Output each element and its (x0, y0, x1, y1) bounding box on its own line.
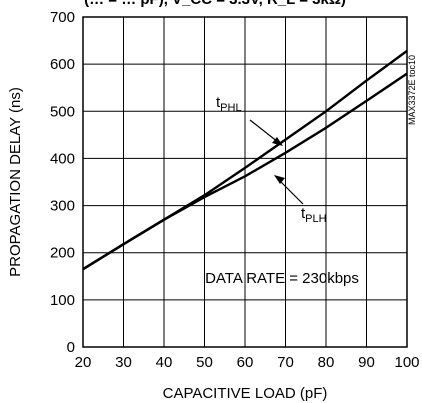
x-tick-50: 50 (196, 354, 213, 371)
x-tick-labels: 20 30 40 50 60 70 80 90 100 (75, 354, 420, 371)
svg-text:tPHL: tPHL (216, 94, 242, 114)
side-code-label: MAX3372E toc10 (407, 55, 417, 125)
plot-frame (82, 16, 408, 348)
x-tick-70: 70 (277, 354, 294, 371)
x-tick-30: 30 (115, 354, 132, 371)
y-tick-labels: 0 100 200 300 400 500 600 700 (50, 9, 75, 356)
x-tick-80: 80 (318, 354, 335, 371)
y-tick-300: 300 (50, 198, 75, 215)
x-axis-title: CAPACITIVE LOAD (pF) (163, 385, 328, 402)
y-tick-700: 700 (50, 9, 75, 26)
y-tick-400: 400 (50, 150, 75, 167)
data-rate-annotation: DATA RATE = 230kbps (205, 270, 359, 287)
x-tick-60: 60 (237, 354, 254, 371)
y-tick-100: 100 (50, 292, 75, 309)
y-tick-600: 600 (50, 56, 75, 73)
y-tick-200: 200 (50, 245, 75, 262)
x-tick-90: 90 (358, 354, 375, 371)
x-tick-100: 100 (394, 354, 419, 371)
series-lines (82, 49, 408, 271)
leader-arrow-tplh (274, 175, 304, 205)
y-tick-500: 500 (50, 103, 75, 120)
x-tick-40: 40 (156, 354, 173, 371)
svg-text:tPLH: tPLH (301, 205, 327, 225)
x-tick-20: 20 (75, 354, 92, 371)
grid (82, 16, 408, 348)
chart-header-partial: (… = … pF), V_CC = 3.3V, R_L = 3kΩ) (84, 0, 346, 8)
leader-arrow-tphl (249, 119, 283, 146)
y-tick-0: 0 (67, 339, 75, 356)
series-line-tplh (82, 72, 408, 271)
series-label-tphl: tPHL (216, 94, 242, 114)
y-axis-title: PROPAGATION DELAY (ns) (7, 87, 24, 277)
series-label-tplh: tPLH (301, 205, 327, 225)
